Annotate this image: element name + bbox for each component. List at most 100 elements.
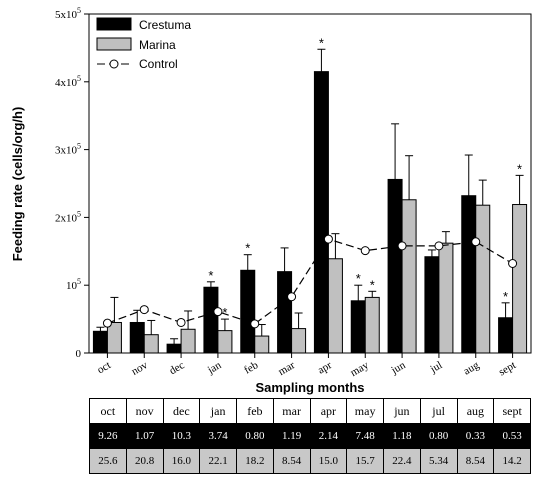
control-point xyxy=(397,241,407,251)
x-tick-label: sept xyxy=(497,359,518,378)
table-cell: apr xyxy=(309,398,348,424)
table-cell: jun xyxy=(383,398,421,424)
legend-label-crestuma: Crestuma xyxy=(139,18,191,32)
table-cell: 1.07 xyxy=(125,423,164,449)
bar-marina xyxy=(512,204,528,354)
significance-marker: * xyxy=(356,271,361,286)
feeding-rate-chart: * * * * * * * * 0 105 2x105 3x105 4x105 5x105 oct nov… xyxy=(10,6,532,395)
table-cell: 22.1 xyxy=(199,448,237,474)
legend-swatch-crestuma xyxy=(96,17,132,31)
table-cell: mar xyxy=(272,398,311,424)
table-cell: 2.14 xyxy=(309,423,348,449)
x-axis-title: Sampling months xyxy=(255,380,364,395)
table-cell: oct xyxy=(89,398,127,424)
bar-marina xyxy=(217,330,233,354)
x-tick-label: dec xyxy=(167,359,186,377)
table-cell: aug xyxy=(456,398,495,424)
control-point xyxy=(434,241,444,251)
control-point xyxy=(471,237,481,247)
bar-crestuma xyxy=(129,321,145,354)
x-tick-label: apr xyxy=(316,359,334,377)
significance-marker: * xyxy=(208,268,213,283)
data-table: oct nov dec jan feb mar apr may jun jul aug sept 9.… xyxy=(89,398,531,474)
significance-marker: * xyxy=(245,241,250,256)
control-point xyxy=(287,292,297,302)
control-point xyxy=(360,246,370,256)
table-row-crestuma: 9.26 1.07 10.3 3.74 0.80 1.19 2.14 7.48 1.18 0.80… xyxy=(89,423,531,449)
legend-label-marina: Marina xyxy=(139,38,176,52)
table-cell: 3.74 xyxy=(199,423,237,449)
table-row-marina: 25.6 20.8 16.0 22.1 18.2 8.54 15.0 15.7 22.4 5.34… xyxy=(89,448,531,474)
table-cell: 20.8 xyxy=(125,448,164,474)
bar-marina xyxy=(475,204,491,354)
table-row-months: oct nov dec jan feb mar apr may jun jul aug sept xyxy=(89,398,531,424)
significance-marker: * xyxy=(222,305,227,320)
control-point xyxy=(213,307,223,317)
legend: Crestuma Marina Control xyxy=(96,17,191,71)
significance-marker: * xyxy=(517,161,522,176)
bar-crestuma xyxy=(461,195,477,354)
y-tick-label: 3x105 xyxy=(55,142,81,157)
control-point xyxy=(508,259,518,269)
control-point xyxy=(250,319,260,329)
table-cell: may xyxy=(346,398,384,424)
y-tick-label: 2x105 xyxy=(55,209,81,224)
table-cell: 22.4 xyxy=(383,448,421,474)
table-cell: 8.54 xyxy=(272,448,311,474)
y-tick-label: 105 xyxy=(66,277,81,292)
table-cell: dec xyxy=(162,398,201,424)
table-cell: feb xyxy=(236,398,274,424)
table-cell: 0.80 xyxy=(236,423,274,449)
bar-crestuma xyxy=(166,343,182,354)
table-cell: 15.7 xyxy=(346,448,384,474)
bar-marina xyxy=(327,258,343,354)
bar-crestuma xyxy=(240,269,256,354)
bar-marina xyxy=(401,199,417,354)
x-tick-label: jun xyxy=(389,359,408,377)
bar-marina xyxy=(180,328,196,354)
bar-marina xyxy=(364,296,380,354)
x-tick-label: feb xyxy=(242,359,261,377)
control-point xyxy=(323,234,333,244)
x-tick-label: may xyxy=(348,359,371,379)
bar-crestuma xyxy=(313,71,329,354)
control-point xyxy=(176,317,186,327)
bar-crestuma xyxy=(92,330,108,354)
table-cell: 7.48 xyxy=(346,423,384,449)
significance-marker: * xyxy=(370,277,375,292)
table-cell: 16.0 xyxy=(162,448,201,474)
bar-crestuma xyxy=(277,271,293,354)
table-cell: nov xyxy=(125,398,164,424)
table-cell: 0.53 xyxy=(493,423,531,449)
significance-marker: * xyxy=(503,289,508,304)
bar-crestuma xyxy=(387,178,403,354)
plot-frame xyxy=(88,13,532,354)
table-cell: 8.54 xyxy=(456,448,495,474)
table-cell: sept xyxy=(493,398,531,424)
bar-crestuma xyxy=(498,317,514,354)
table-cell: 1.18 xyxy=(383,423,421,449)
x-tick-label: oct xyxy=(95,359,113,376)
y-tick-label: 5x105 xyxy=(55,6,81,21)
control-point xyxy=(102,318,112,328)
y-tick-label: 0 xyxy=(76,348,82,360)
table-cell: 0.80 xyxy=(419,423,458,449)
table-cell: jan xyxy=(199,398,237,424)
bar-marina xyxy=(143,334,159,354)
table-cell: 15.0 xyxy=(309,448,348,474)
table-cell: 18.2 xyxy=(236,448,274,474)
control-point xyxy=(139,305,149,315)
bar-marina xyxy=(438,242,454,354)
y-axis-title: Feeding rate (cells/org/h) xyxy=(10,107,25,262)
table-cell: 14.2 xyxy=(493,448,531,474)
y-tick-label: 4x105 xyxy=(55,74,81,89)
x-tick-label: aug xyxy=(461,359,481,378)
table-cell: 0.33 xyxy=(456,423,495,449)
significance-marker: * xyxy=(319,35,324,50)
table-cell: 1.19 xyxy=(272,423,311,449)
legend-marker-control xyxy=(109,59,119,69)
bar-marina xyxy=(254,335,270,354)
x-tick-label: nov xyxy=(129,359,150,378)
bar-crestuma xyxy=(350,300,366,354)
legend-swatch-marina xyxy=(96,37,132,51)
